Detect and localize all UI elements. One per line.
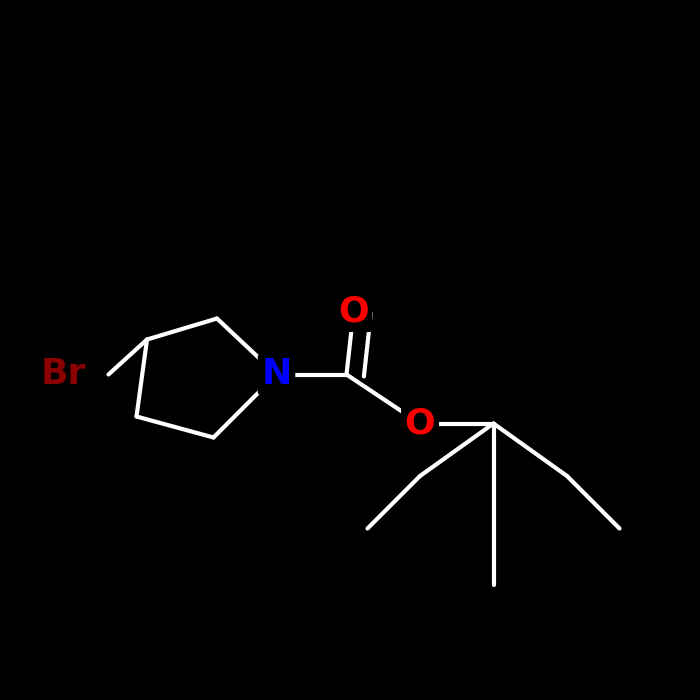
Text: Br: Br — [41, 358, 85, 391]
Text: O: O — [338, 295, 369, 328]
Text: N: N — [261, 358, 292, 391]
Text: O: O — [405, 407, 435, 440]
